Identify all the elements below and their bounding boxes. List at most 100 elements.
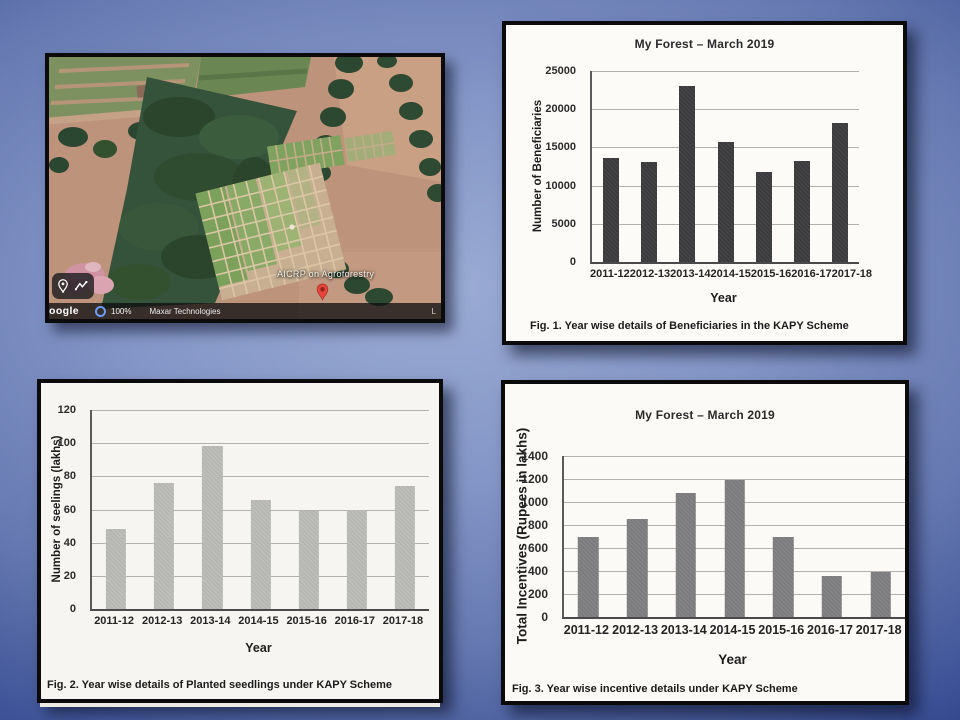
y-tick-label: 20 [63,569,76,582]
bar-2014-15 [717,142,734,262]
y-tick-label: 600 [527,541,548,555]
bar-2012-13 [154,482,175,609]
x-tick-label: 2011-12 [563,623,609,637]
bar-2015-16 [298,511,319,609]
bar-2012-13 [641,161,658,262]
x-axis-title: Year [710,291,737,305]
bar-2015-16 [755,171,772,262]
bar-2013-14 [202,446,223,609]
plot-area [90,410,429,611]
x-tick-label: 2014-15 [710,268,751,280]
x-tick-label: 2012-13 [142,615,183,627]
gridline [592,109,859,111]
map-place-label: AICRP on Agroforestry [277,269,375,279]
x-axis-title: Year [718,652,747,667]
x-tick-label: 2011-12 [94,615,134,627]
gridline [564,479,905,480]
figure-caption: Fig. 2. Year wise details of Planted see… [47,679,392,691]
y-tick-label: 5000 [551,217,576,230]
bar-2014-15 [250,499,271,609]
bar-2015-16 [772,536,794,617]
x-tick-label: 2015-16 [286,615,327,627]
y-tick-label: 0 [569,256,576,268]
y-tick-label: 800 [527,518,548,533]
x-tick-label: 2011-12 [590,268,630,280]
bar-2016-17 [821,576,843,617]
y-tick-label: 1400 [521,449,548,463]
figure-caption: Fig. 3. Year wise incentive details unde… [512,683,798,695]
gridline [92,476,429,478]
x-tick-label: 2017-18 [382,615,424,627]
x-tick-label: 2015-16 [758,623,805,637]
fig2-seedlings-chart: Number of seelings (lakhs) 0 20 40 60 80 100 1… [37,379,443,703]
measure-path-icon[interactable] [74,281,88,291]
x-tick-label: 2016-17 [807,623,853,637]
map-attribution-bar: oogle 100% Maxar Technologies L [49,303,441,319]
gridline [92,410,429,411]
x-tick-label: 2013-14 [190,615,231,627]
bar-2011-12 [105,529,127,609]
corner-mark: L [431,306,436,316]
fig3-incentives-chart: My Forest – March 2019 Total Incentives … [501,380,909,705]
x-tick-label: 2017-18 [855,623,902,637]
gridline [92,443,429,445]
y-tick-label: 0 [541,610,548,624]
bar-2013-14 [679,86,696,262]
y-tick-label: 80 [63,470,76,483]
plot-area [562,456,905,619]
y-tick-label: 0 [69,603,76,615]
x-tick-label: 2014-15 [238,615,279,627]
x-tick-label: 2012-13 [612,623,659,637]
x-axis-ticks: 2011-12 2012-13 2013-14 2014-15 2015-16 2016-… [590,268,872,280]
bar-2016-17 [793,161,810,262]
y-tick-label: 40 [63,536,76,549]
x-tick-label: 2013-14 [660,623,707,637]
map-tools-pill [52,273,94,299]
bar-2017-18 [831,122,848,262]
location-pin-icon[interactable] [58,279,69,293]
x-axis-ticks: 2011-12 2012-13 2013-14 2014-15 2015-16 2016-… [562,623,903,637]
imagery-provider: Maxar Technologies [149,306,221,316]
zoom-level: 100% [111,306,132,316]
y-tick-label: 1200 [521,472,548,486]
satellite-image [49,57,441,319]
bar-2014-15 [724,480,745,617]
bar-2017-18 [394,486,416,609]
y-tick-label: 200 [527,587,548,602]
plot-area [590,71,859,264]
chart-title: My Forest – March 2019 [635,408,775,422]
x-axis-title: Year [245,641,272,655]
bar-2017-18 [870,572,891,617]
y-tick-label: 60 [63,503,76,516]
fig1-beneficiaries-chart: My Forest – March 2019 Number of Benefic… [502,21,907,345]
y-axis-ticks: 0 200 400 600 800 1000 1200 1400 [505,449,554,624]
y-tick-label: 1000 [521,495,548,509]
gridline [564,456,905,457]
x-tick-label: 2016-17 [791,268,832,280]
x-tick-label: 2017-18 [831,268,873,280]
bar-2011-12 [578,536,599,617]
chart-title: My Forest – March 2019 [634,37,775,51]
y-tick-label: 400 [527,564,548,579]
x-tick-label: 2015-16 [750,268,792,280]
satellite-map-panel: AICRP on Agroforestry oogle 100% Maxar T… [45,53,445,323]
y-tick-label: 120 [57,404,76,416]
y-axis-ticks: 0 5000 10000 15000 20000 25000 [506,65,582,268]
y-tick-label: 20000 [545,103,576,116]
google-logo: oogle [49,305,79,317]
bar-2011-12 [603,158,620,262]
y-tick-label: 100 [57,437,76,450]
y-tick-label: 10000 [545,179,576,192]
x-tick-label: 2016-17 [334,615,375,627]
gridline [592,71,859,72]
zoom-ring-icon[interactable] [95,305,106,317]
x-axis-ticks: 2011-12 2012-13 2013-14 2014-15 2015-16 2016-… [90,615,427,627]
bar-2012-13 [626,519,648,617]
figure-caption: Fig. 1. Year wise details of Beneficiari… [530,320,849,332]
x-tick-label: 2012-13 [629,268,671,280]
y-tick-label: 15000 [545,141,576,154]
map-pin-icon[interactable] [316,283,329,301]
bar-2016-17 [346,509,367,609]
x-tick-label: 2014-15 [709,623,756,637]
